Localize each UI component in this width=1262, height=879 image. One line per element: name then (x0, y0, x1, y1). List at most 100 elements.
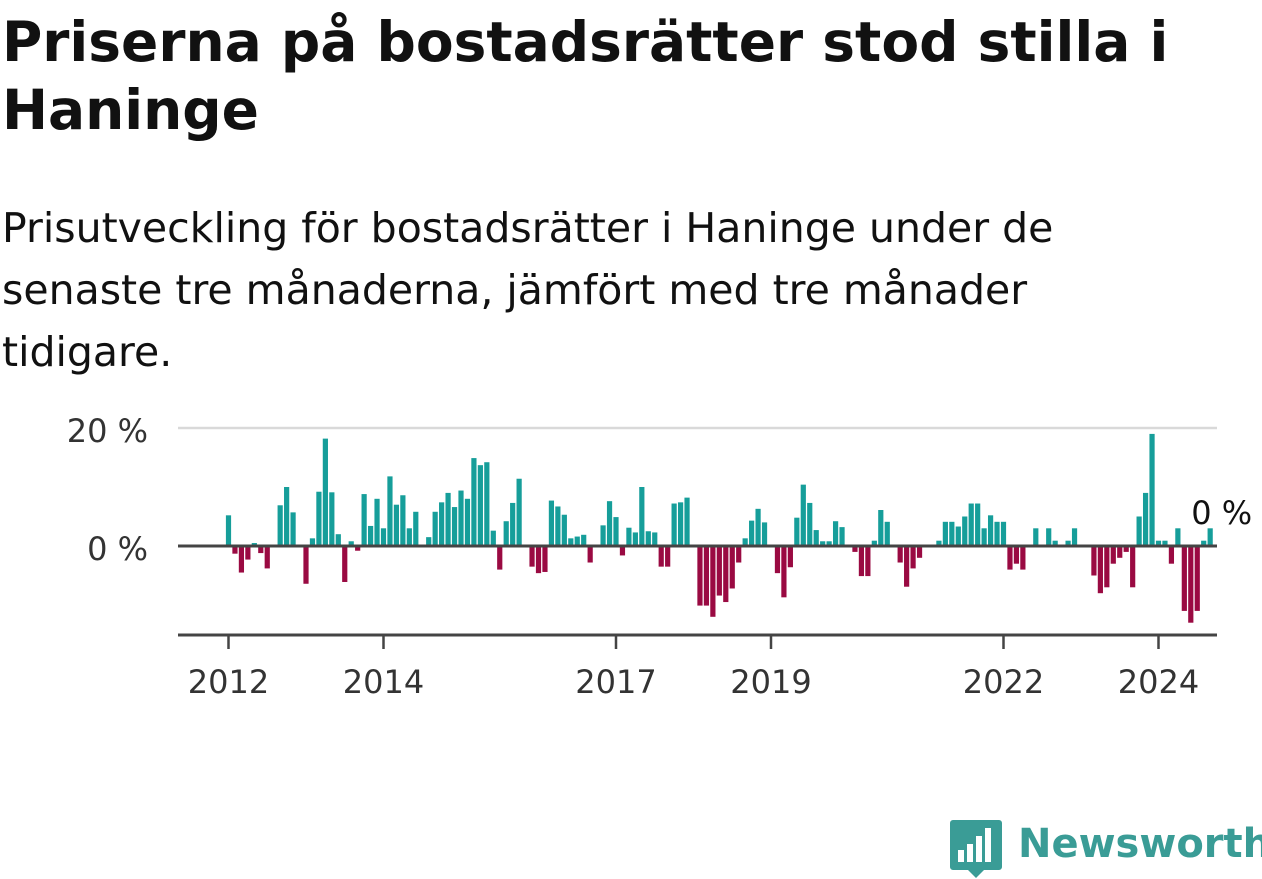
bar (878, 510, 884, 546)
bar (626, 527, 632, 546)
bar (1181, 546, 1187, 611)
bar (432, 511, 438, 546)
bar (1155, 540, 1162, 546)
bar (794, 517, 800, 546)
bar (852, 546, 858, 552)
bar (839, 527, 845, 546)
bar (1104, 546, 1110, 588)
bar (697, 546, 703, 606)
bar (529, 546, 535, 567)
bar (303, 546, 309, 584)
x-tick-label: 2017 (575, 663, 656, 700)
bar (458, 490, 464, 546)
bar (1007, 546, 1013, 570)
bar (942, 521, 948, 546)
last-value-label: 0 % (1191, 494, 1252, 532)
bar (555, 506, 561, 546)
bar (232, 546, 238, 554)
bar (1188, 546, 1194, 623)
bar (729, 546, 735, 589)
bar (284, 487, 290, 546)
bar (561, 514, 567, 546)
bar (316, 491, 322, 546)
bar (1052, 540, 1058, 546)
bar (490, 530, 496, 546)
bar (968, 503, 974, 546)
bar (755, 508, 761, 546)
bar (277, 505, 283, 546)
bar (581, 534, 587, 546)
bar (665, 546, 671, 567)
bar (1201, 540, 1207, 546)
bar (361, 494, 367, 546)
bar-chart: 0 % 20 % 2012 2014 2017 2019 2022 2024 0 % (67, 412, 1252, 700)
bar (871, 540, 877, 546)
bar (826, 541, 832, 546)
x-tick-label: 2014 (343, 663, 424, 700)
bar (955, 526, 961, 546)
bar (413, 511, 419, 546)
bar (1175, 528, 1181, 546)
bar (1142, 492, 1149, 546)
bar (1020, 546, 1026, 570)
bar (497, 546, 503, 570)
bar (245, 546, 251, 560)
bar (677, 502, 684, 546)
bar (742, 538, 748, 546)
bar (451, 507, 458, 546)
bar (987, 515, 994, 546)
bar (639, 487, 645, 546)
bar (1207, 528, 1213, 546)
bar (671, 503, 677, 546)
bar (787, 546, 793, 568)
newsworthy-chart-bubble-icon (950, 820, 1002, 878)
bar (1162, 540, 1168, 546)
bar (309, 538, 316, 546)
bar (348, 541, 354, 546)
bar (820, 541, 826, 546)
bar (374, 498, 380, 546)
bar (1168, 546, 1175, 564)
bar (684, 497, 690, 546)
bar (367, 525, 374, 546)
bar (884, 521, 890, 546)
bar (606, 501, 613, 546)
bar (290, 512, 296, 546)
x-tick-label: 2012 (188, 663, 269, 700)
bar (322, 438, 328, 546)
bar (619, 546, 626, 556)
bar (238, 546, 245, 573)
y-tick-label: 20 % (67, 412, 148, 450)
bar (710, 546, 716, 617)
bar (393, 504, 400, 546)
bar (548, 500, 555, 546)
bar (716, 546, 722, 596)
bar (1013, 546, 1020, 564)
bar (800, 484, 806, 546)
bar (613, 517, 619, 546)
bar (897, 546, 903, 563)
bar (652, 532, 658, 546)
bar (445, 492, 451, 546)
bar (387, 476, 393, 546)
bar (1046, 528, 1052, 546)
bar (761, 522, 768, 546)
brand-name: Newsworthy (1018, 821, 1262, 867)
bar (1130, 546, 1136, 588)
chart-title: Priserna på bostadsrätter stod stilla i … (2, 10, 1169, 142)
bar (600, 525, 606, 546)
bar (1000, 521, 1007, 546)
bar (342, 546, 348, 582)
brand-footer: Newsworthy (950, 818, 1262, 878)
y-tick-label: 0 % (87, 530, 148, 568)
bar (574, 536, 580, 546)
bar (916, 546, 923, 558)
bar (464, 498, 471, 546)
bar (962, 516, 968, 546)
bar (936, 540, 942, 546)
bar (542, 546, 548, 572)
bar (484, 462, 490, 546)
bar (516, 478, 522, 546)
bar (225, 515, 232, 546)
bar (335, 534, 341, 546)
